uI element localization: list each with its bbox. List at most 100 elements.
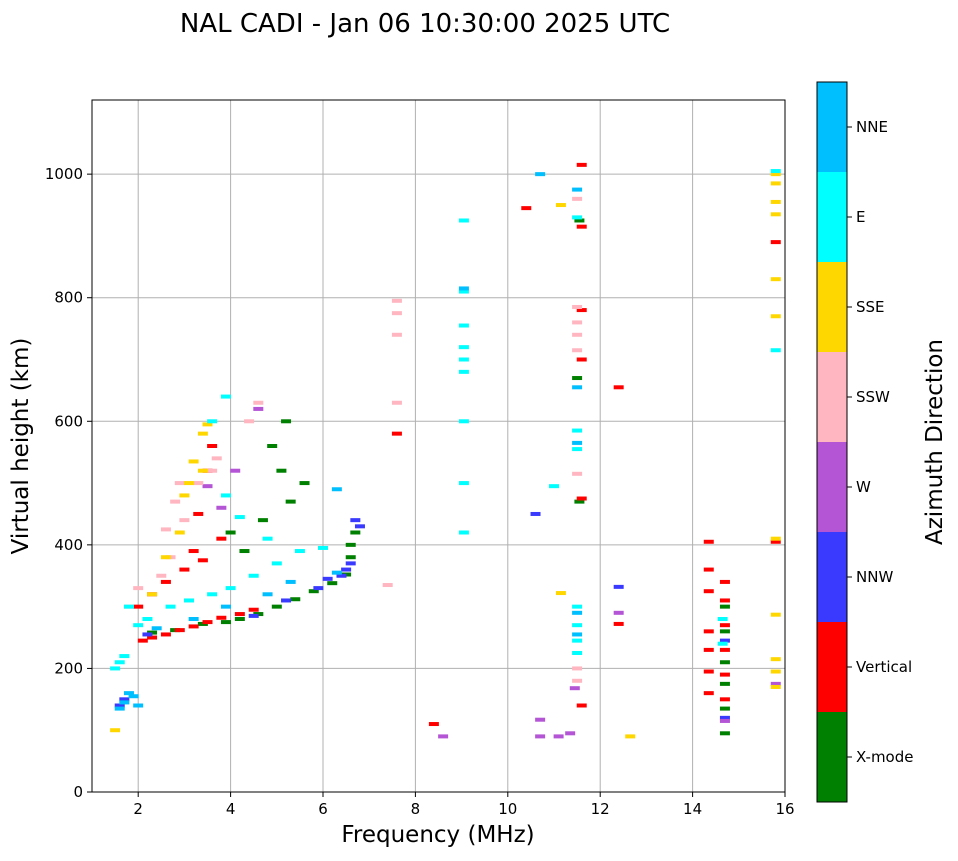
data-point: [572, 196, 583, 201]
data-point: [572, 471, 583, 476]
colorbar-tick-label: W: [856, 478, 871, 496]
data-point: [717, 641, 728, 646]
data-point: [535, 717, 546, 722]
data-point: [391, 431, 402, 436]
data-point: [572, 666, 583, 671]
data-point: [354, 524, 365, 529]
data-point: [770, 669, 781, 674]
data-point: [202, 620, 213, 625]
data-point: [555, 591, 566, 596]
data-point: [572, 215, 583, 220]
data-point: [257, 518, 268, 523]
data-point: [216, 536, 227, 541]
data-point: [179, 493, 190, 498]
data-point: [207, 444, 218, 448]
data-point: [327, 581, 338, 586]
data-marks: [110, 162, 781, 739]
data-point: [770, 212, 781, 217]
data-point: [253, 400, 264, 405]
data-point: [576, 357, 587, 362]
data-point: [703, 539, 714, 544]
data-point: [174, 481, 185, 486]
data-point: [197, 431, 208, 436]
series-nne: [114, 172, 583, 711]
colorbar-tick-label: SSE: [856, 298, 885, 316]
data-point: [147, 635, 158, 640]
data-point: [572, 385, 583, 390]
data-point: [770, 172, 781, 177]
data-point: [572, 447, 583, 452]
data-point: [719, 629, 730, 634]
data-point: [770, 612, 781, 617]
data-point: [114, 660, 125, 665]
colorbar-tick-label: Vertical: [856, 658, 912, 676]
data-point: [230, 468, 241, 473]
x-tick-label: 8: [411, 800, 421, 818]
data-point: [572, 304, 583, 309]
data-point: [188, 459, 199, 464]
colorbar-tick-label: NNE: [856, 118, 888, 136]
data-point: [458, 218, 469, 223]
data-point: [719, 647, 730, 652]
y-axis-label: Virtual height (km): [8, 338, 34, 555]
data-point: [207, 419, 218, 424]
grid-lines: [92, 100, 786, 793]
data-point: [391, 400, 402, 405]
colorbar-swatch: [817, 262, 847, 352]
data-point: [458, 357, 469, 362]
data-point: [613, 621, 624, 626]
data-point: [188, 624, 199, 629]
data-point: [281, 598, 292, 603]
data-point: [572, 632, 583, 637]
data-point: [225, 586, 236, 591]
data-point: [572, 638, 583, 643]
data-point: [719, 715, 730, 720]
data-point: [188, 549, 199, 554]
data-point: [174, 628, 185, 633]
data-point: [770, 199, 781, 204]
data-point: [458, 481, 469, 486]
data-point: [535, 734, 546, 739]
data-point: [572, 187, 583, 192]
data-point: [719, 579, 730, 584]
data-point: [234, 612, 245, 617]
data-point: [207, 468, 218, 473]
data-point: [331, 570, 342, 575]
data-point: [202, 422, 213, 427]
data-point: [770, 657, 781, 662]
data-point: [719, 604, 730, 609]
data-point: [572, 678, 583, 683]
data-point: [207, 592, 218, 597]
data-point: [770, 684, 781, 689]
data-point: [719, 638, 730, 643]
data-point: [350, 530, 361, 535]
data-point: [770, 314, 781, 319]
data-point: [290, 597, 301, 602]
data-point: [239, 549, 250, 554]
data-point: [281, 419, 292, 424]
data-point: [308, 589, 319, 594]
data-point: [119, 700, 130, 705]
data-point: [521, 206, 532, 211]
data-point: [576, 224, 587, 229]
colorbar: X-mode Vertical NNW W SSW SSE E NNE: [816, 81, 913, 803]
data-point: [530, 511, 541, 516]
x-axis-label: Frequency (MHz): [341, 822, 534, 848]
data-point: [160, 527, 171, 532]
colorbar-frame: [816, 81, 848, 803]
data-point: [553, 734, 564, 739]
data-point: [770, 536, 781, 541]
colorbar-tick-label: SSW: [856, 388, 890, 406]
series-nnw: [114, 511, 730, 720]
colorbar-tick-label: NNW: [856, 568, 893, 586]
data-point: [576, 308, 587, 313]
data-point: [703, 691, 714, 696]
data-point: [555, 203, 566, 208]
data-point: [294, 549, 305, 554]
data-point: [188, 617, 199, 621]
data-point: [770, 348, 781, 353]
data-point: [160, 555, 171, 560]
data-point: [719, 706, 730, 711]
data-point: [770, 277, 781, 282]
